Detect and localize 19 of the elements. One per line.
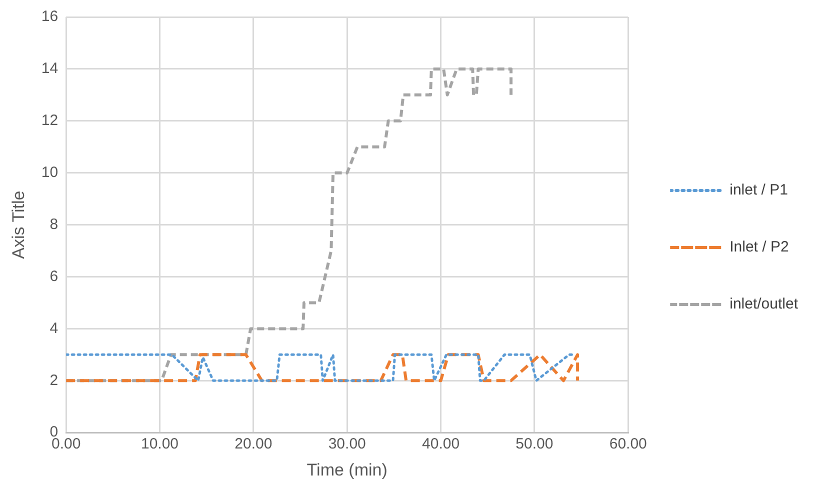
y-tick-label: 6: [50, 268, 58, 285]
x-tick-label: 20.00: [234, 436, 272, 453]
x-tick-label: 60.00: [609, 436, 647, 453]
legend-label: inlet / P1: [730, 182, 788, 199]
x-axis-title: Time (min): [306, 460, 388, 480]
legend-label: inlet/outlet: [730, 296, 799, 313]
x-tick-label: 30.00: [328, 436, 366, 453]
y-tick-label: 4: [50, 320, 58, 337]
y-tick-label: 14: [41, 60, 58, 78]
y-axis-title: Axis Title: [8, 190, 28, 259]
y-tick-label: 2: [50, 372, 58, 389]
x-tick-label: 10.00: [140, 436, 179, 453]
x-tick-label: 40.00: [422, 436, 460, 453]
legend-label: Inlet / P2: [730, 238, 789, 256]
y-tick-label: 16: [41, 8, 58, 26]
y-tick-label: 12: [41, 112, 58, 130]
y-tick-label: 10: [41, 164, 58, 181]
x-tick-label: 50.00: [516, 436, 554, 453]
y-tick-label: 8: [50, 216, 58, 233]
